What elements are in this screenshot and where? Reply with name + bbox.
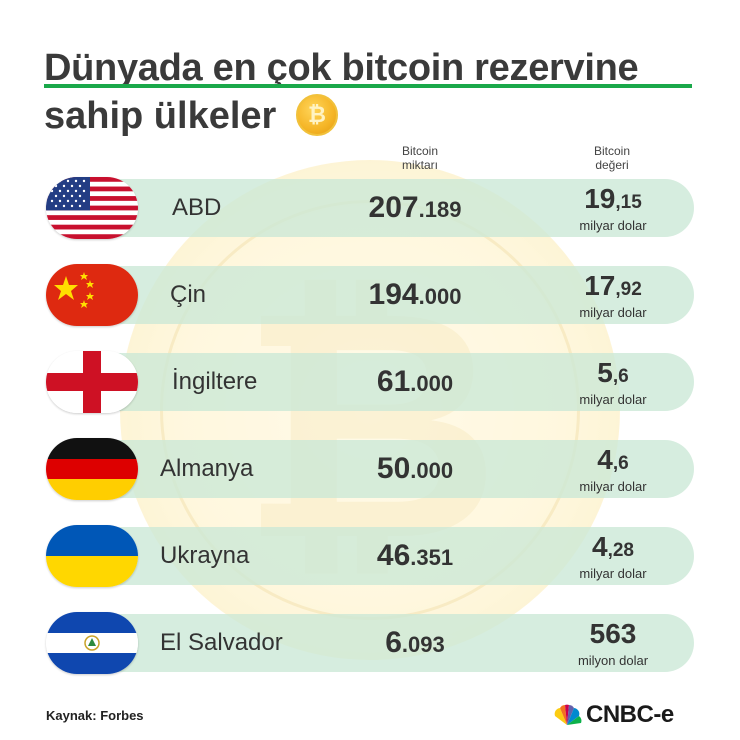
amount-header-line1: Bitcoin — [401, 144, 439, 158]
ukraine-flag-icon — [46, 525, 138, 587]
bitcoin-amount: 61.000 — [330, 365, 500, 404]
country-name: El Salvador — [160, 629, 283, 656]
value-unit: milyar dolar — [579, 218, 647, 233]
value-unit: milyar dolar — [579, 305, 647, 320]
value-major: 4 — [597, 444, 613, 475]
bitcoin-amount: 194.000 — [330, 278, 500, 317]
bitcoin-value: 4,6 — [548, 445, 678, 480]
value-major: 563 — [589, 618, 637, 649]
amount-major: 194 — [368, 278, 419, 311]
amount-minor: .000 — [410, 458, 454, 483]
amount-column-header: Bitcoin miktarı — [380, 144, 460, 172]
value-header-line1: Bitcoin — [593, 144, 631, 158]
table-row — [52, 353, 694, 411]
amount-minor: .189 — [418, 197, 462, 222]
value-unit: milyar dolar — [579, 479, 647, 494]
amount-major: 6 — [385, 626, 402, 659]
table-row — [52, 266, 694, 324]
country-name: Çin — [170, 281, 207, 308]
value-minor: ,92 — [615, 279, 642, 300]
value-unit: milyon dolar — [577, 653, 649, 668]
country-name: ABD — [172, 194, 222, 221]
value-unit: milyar dolar — [579, 566, 647, 581]
brand-name: CNBC-e — [586, 701, 674, 728]
usa-flag-icon — [46, 177, 138, 239]
bitcoin-value: 17,92 — [548, 271, 678, 306]
brand-logo: CNBC-e — [552, 701, 674, 728]
value-header-line2: değeri — [595, 158, 629, 172]
table-row — [52, 614, 694, 672]
value-major: 19 — [584, 183, 616, 214]
country-name: İngiltere — [172, 368, 258, 395]
china-flag-icon — [46, 264, 138, 326]
bitcoin-amount: 46.351 — [330, 539, 500, 578]
country-name: Almanya — [160, 455, 254, 482]
value-minor: ,6 — [612, 366, 629, 387]
amount-major: 50 — [376, 452, 411, 485]
peacock-icon — [554, 704, 582, 725]
amount-major: 46 — [376, 539, 411, 572]
amount-major: 61 — [376, 365, 411, 398]
bitcoin-coin-icon: ₿ — [296, 94, 338, 136]
title-underline — [44, 84, 692, 88]
amount-minor: .351 — [410, 545, 454, 570]
bitcoin-amount: 50.000 — [330, 452, 500, 491]
bitcoin-value: 5,6 — [548, 358, 678, 393]
el-salvador-flag-icon — [46, 612, 138, 674]
germany-flag-icon — [46, 438, 138, 500]
amount-header-line2: miktarı — [402, 158, 438, 172]
amount-minor: .093 — [401, 632, 445, 657]
bitcoin-value: 563 — [548, 619, 678, 654]
value-major: 5 — [597, 357, 613, 388]
source-note: Kaynak: Forbes — [46, 708, 144, 723]
bitcoin-value: 4,28 — [548, 532, 678, 567]
table-row — [52, 440, 694, 498]
bitcoin-amount: 207.189 — [330, 191, 500, 230]
value-unit: milyar dolar — [579, 392, 647, 407]
table-row — [52, 179, 694, 237]
value-minor: ,15 — [615, 192, 642, 213]
country-name: Ukrayna — [160, 542, 250, 569]
bitcoin-amount: 6.093 — [330, 626, 500, 665]
value-major: 4 — [592, 531, 608, 562]
amount-major: 207 — [368, 191, 419, 224]
page-title-line1: Dünyada en çok bitcoin rezervine — [44, 47, 639, 89]
table-row — [52, 527, 694, 585]
england-flag-icon — [46, 351, 138, 413]
value-column-header: Bitcoin değeri — [572, 144, 652, 172]
bitcoin-value: 19,15 — [548, 184, 678, 219]
value-major: 17 — [584, 270, 616, 301]
value-minor: ,28 — [607, 540, 634, 561]
amount-minor: .000 — [410, 371, 454, 396]
amount-minor: .000 — [418, 284, 462, 309]
page-title-line2: sahip ülkeler — [44, 95, 277, 137]
value-minor: ,6 — [612, 453, 629, 474]
